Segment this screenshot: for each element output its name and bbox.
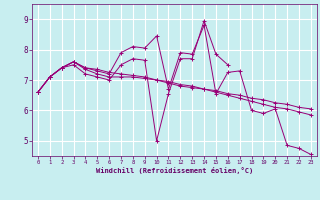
- X-axis label: Windchill (Refroidissement éolien,°C): Windchill (Refroidissement éolien,°C): [96, 167, 253, 174]
